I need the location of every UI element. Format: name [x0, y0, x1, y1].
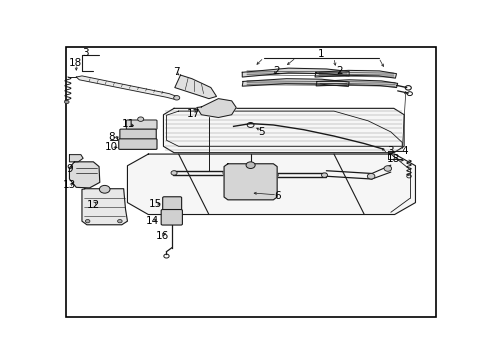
Polygon shape — [69, 155, 83, 162]
Polygon shape — [175, 75, 216, 99]
Text: 3: 3 — [82, 48, 89, 58]
Text: 18: 18 — [386, 154, 400, 164]
Circle shape — [272, 173, 278, 177]
Polygon shape — [76, 76, 176, 99]
Circle shape — [173, 96, 180, 100]
Circle shape — [245, 162, 255, 168]
Circle shape — [321, 173, 327, 177]
Circle shape — [138, 117, 143, 121]
Text: 2: 2 — [272, 66, 279, 76]
Text: 18: 18 — [69, 58, 82, 68]
Text: 2: 2 — [336, 66, 342, 76]
Circle shape — [383, 166, 391, 171]
Text: 17: 17 — [186, 109, 199, 119]
Polygon shape — [242, 68, 348, 77]
Polygon shape — [314, 70, 396, 78]
Polygon shape — [242, 79, 348, 86]
Text: 5: 5 — [258, 127, 265, 137]
Polygon shape — [196, 99, 236, 117]
Circle shape — [64, 100, 69, 104]
Circle shape — [85, 220, 90, 223]
Text: 4: 4 — [401, 146, 407, 156]
FancyBboxPatch shape — [126, 120, 157, 129]
Circle shape — [117, 220, 122, 223]
Text: 1: 1 — [317, 49, 324, 59]
FancyBboxPatch shape — [163, 197, 181, 211]
FancyBboxPatch shape — [161, 210, 182, 225]
Text: 7: 7 — [173, 67, 180, 77]
Text: 11: 11 — [122, 118, 135, 129]
Text: 14: 14 — [145, 216, 159, 226]
Circle shape — [366, 174, 374, 179]
Text: 13: 13 — [63, 180, 76, 190]
Polygon shape — [163, 108, 403, 153]
FancyBboxPatch shape — [120, 129, 156, 140]
Polygon shape — [224, 164, 277, 200]
Polygon shape — [316, 80, 397, 87]
Text: 15: 15 — [148, 199, 162, 209]
Polygon shape — [82, 189, 127, 225]
Text: 16: 16 — [156, 231, 169, 241]
Text: 3: 3 — [386, 146, 393, 156]
Circle shape — [171, 171, 177, 175]
Text: 10: 10 — [104, 142, 118, 152]
Text: 8: 8 — [108, 132, 114, 143]
FancyBboxPatch shape — [119, 139, 157, 149]
Polygon shape — [69, 162, 100, 188]
Circle shape — [99, 185, 110, 193]
Polygon shape — [127, 154, 415, 215]
Text: 12: 12 — [86, 201, 100, 210]
Text: 9: 9 — [66, 164, 73, 174]
Circle shape — [223, 171, 228, 175]
Text: 6: 6 — [273, 191, 280, 201]
